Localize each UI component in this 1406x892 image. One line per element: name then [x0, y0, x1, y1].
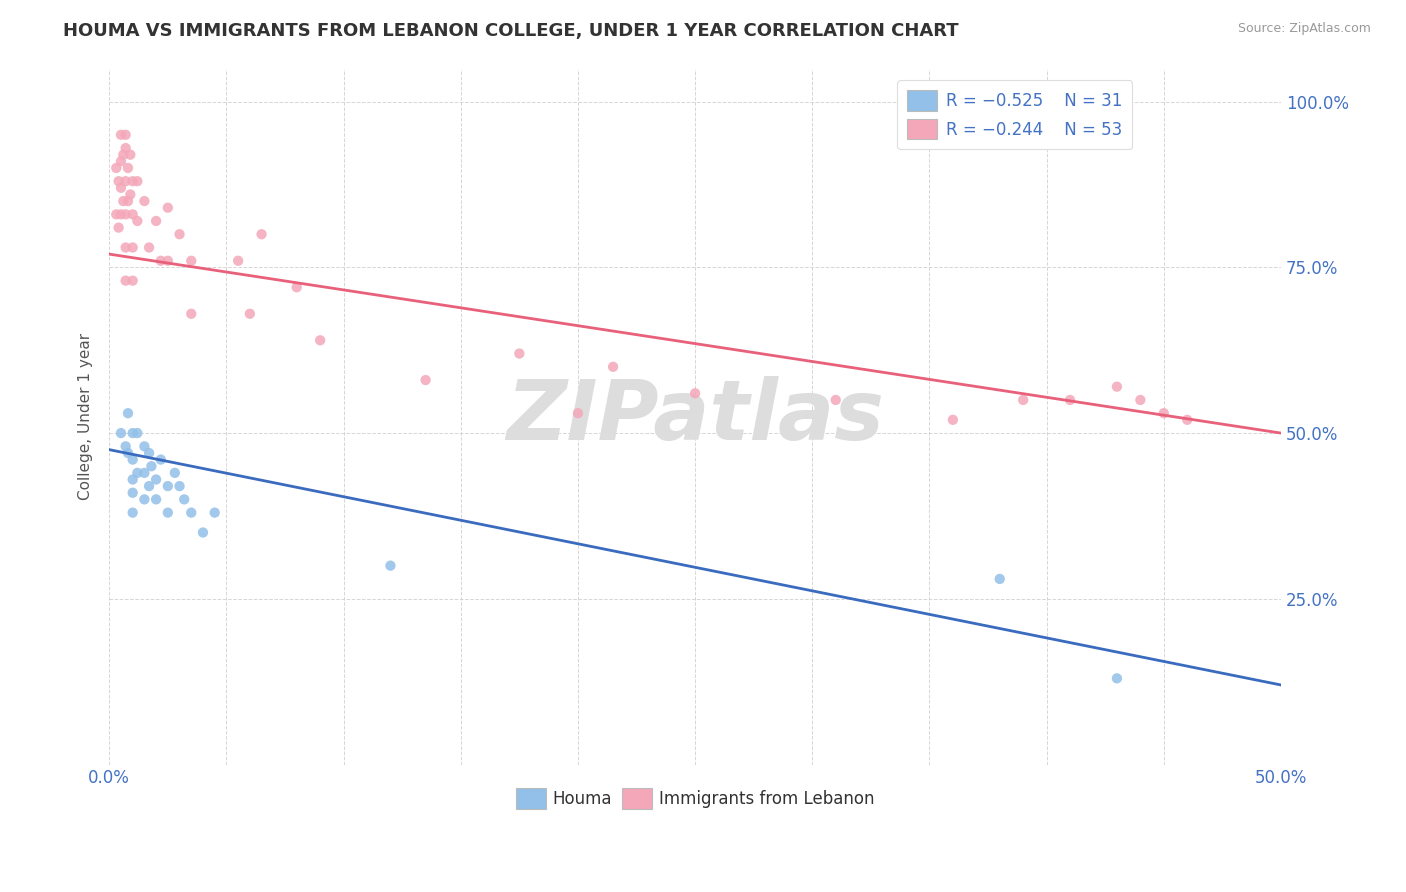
Point: [112, 194, 135, 208]
Point: [1059, 392, 1081, 407]
Point: [110, 181, 132, 195]
Point: [1105, 380, 1128, 394]
Point: [134, 466, 156, 480]
Point: [121, 174, 143, 188]
Point: [110, 154, 132, 169]
Point: [114, 174, 136, 188]
Point: [145, 473, 167, 487]
Point: [127, 466, 149, 480]
Point: [121, 274, 143, 288]
Point: [117, 194, 139, 208]
Point: [117, 406, 139, 420]
Point: [121, 506, 143, 520]
Point: [117, 446, 139, 460]
Point: [145, 492, 167, 507]
Point: [134, 492, 156, 507]
Point: [415, 373, 437, 387]
Point: [114, 274, 136, 288]
Point: [149, 253, 172, 268]
Point: [127, 214, 149, 228]
Point: [1105, 671, 1128, 685]
Point: [191, 525, 214, 540]
Point: [602, 359, 624, 374]
Point: [127, 426, 149, 441]
Point: [107, 174, 129, 188]
Point: [141, 459, 163, 474]
Point: [121, 452, 143, 467]
Point: [204, 506, 226, 520]
Point: [156, 506, 179, 520]
Point: [180, 506, 202, 520]
Point: [138, 479, 160, 493]
Point: [121, 426, 143, 441]
Point: [110, 207, 132, 221]
Point: [683, 386, 706, 401]
Point: [114, 207, 136, 221]
Text: ZIPatlas: ZIPatlas: [506, 376, 884, 457]
Point: [285, 280, 308, 294]
Point: [250, 227, 273, 242]
Point: [380, 558, 402, 573]
Point: [169, 227, 191, 242]
Point: [1175, 413, 1198, 427]
Point: [149, 452, 172, 467]
Point: [114, 128, 136, 142]
Legend: Houma, Immigrants from Lebanon: Houma, Immigrants from Lebanon: [509, 781, 882, 815]
Point: [567, 406, 589, 420]
Point: [1153, 406, 1175, 420]
Point: [169, 479, 191, 493]
Point: [121, 240, 143, 254]
Point: [120, 187, 142, 202]
Point: [1012, 392, 1035, 407]
Text: HOUMA VS IMMIGRANTS FROM LEBANON COLLEGE, UNDER 1 YEAR CORRELATION CHART: HOUMA VS IMMIGRANTS FROM LEBANON COLLEGE…: [63, 22, 959, 40]
Point: [110, 128, 132, 142]
Point: [110, 426, 132, 441]
Y-axis label: College, Under 1 year: College, Under 1 year: [79, 333, 93, 500]
Point: [114, 141, 136, 155]
Point: [180, 253, 202, 268]
Point: [107, 220, 129, 235]
Point: [134, 439, 156, 453]
Point: [117, 161, 139, 175]
Point: [156, 201, 179, 215]
Point: [121, 485, 143, 500]
Point: [156, 479, 179, 493]
Point: [105, 161, 128, 175]
Point: [163, 466, 186, 480]
Point: [173, 492, 195, 507]
Point: [134, 194, 156, 208]
Point: [127, 174, 149, 188]
Point: [138, 446, 160, 460]
Point: [138, 240, 160, 254]
Point: [942, 413, 965, 427]
Point: [309, 333, 332, 347]
Text: Source: ZipAtlas.com: Source: ZipAtlas.com: [1237, 22, 1371, 36]
Point: [508, 346, 530, 360]
Point: [1129, 392, 1152, 407]
Point: [114, 240, 136, 254]
Point: [121, 473, 143, 487]
Point: [824, 392, 846, 407]
Point: [105, 207, 128, 221]
Point: [112, 147, 135, 161]
Point: [239, 307, 262, 321]
Point: [114, 439, 136, 453]
Point: [156, 253, 179, 268]
Point: [121, 207, 143, 221]
Point: [988, 572, 1011, 586]
Point: [145, 214, 167, 228]
Point: [180, 307, 202, 321]
Point: [120, 147, 142, 161]
Point: [226, 253, 249, 268]
